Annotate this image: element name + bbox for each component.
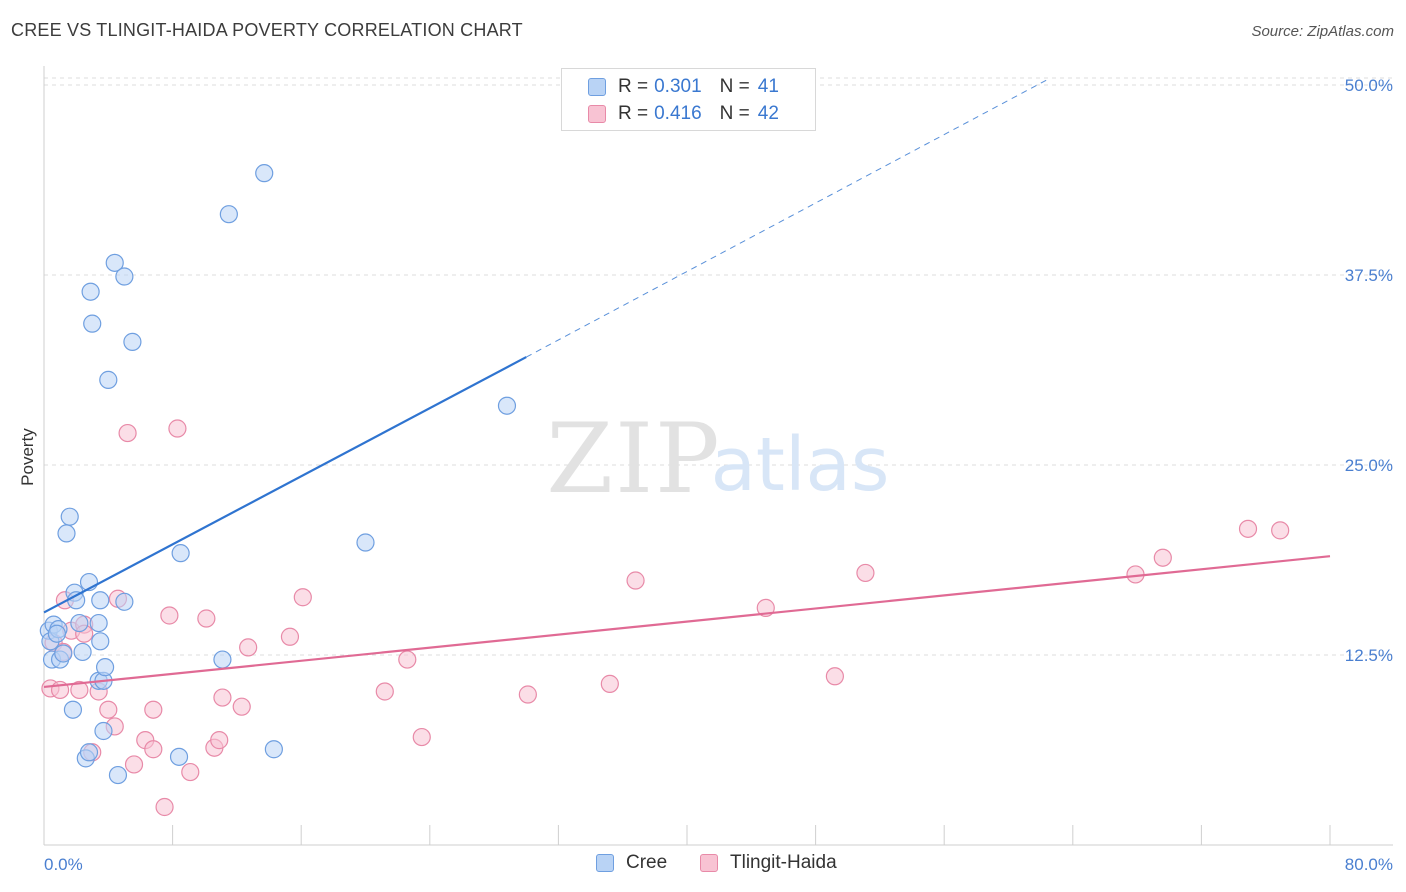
legend-row-cree: R = 0.301 N = 41	[588, 75, 779, 99]
cree-point	[356, 533, 375, 552]
tlingit-haida-point	[239, 638, 258, 657]
legend-item-cree[interactable]: Cree	[596, 852, 667, 874]
legend-n-label: N =	[719, 76, 750, 97]
tlingit-haida-point	[375, 682, 394, 701]
tlingit-haida-point	[155, 797, 174, 817]
tlingit-haida-point	[280, 627, 300, 646]
tlingit-haida-point	[99, 700, 118, 719]
tlingit-haida-point	[825, 667, 844, 686]
tlingit-haida-point	[144, 740, 163, 759]
trend-layer	[43, 78, 1331, 689]
legend-item-label: Cree	[626, 852, 668, 873]
tlingit-haida-point	[181, 762, 200, 782]
cree-point	[264, 740, 283, 759]
y-tick-label: 25.0%	[1345, 456, 1393, 475]
tlingit-haida-point	[600, 674, 619, 693]
tlingit-haida-point	[1153, 548, 1172, 567]
tlingit-haida-legend-swatch	[700, 854, 718, 872]
cree-point	[497, 396, 517, 415]
chart-title: CREE VS TLINGIT-HAIDA POVERTY CORRELATIO…	[11, 20, 523, 40]
y-tick-label: 37.5%	[1345, 266, 1393, 285]
tlingit-haida-point	[197, 609, 216, 628]
tlingit-haida-trend-line	[43, 555, 1331, 689]
source-label: Source: ZipAtlas.com	[1251, 23, 1394, 40]
watermark-atlas: atlas	[711, 422, 890, 508]
cree-point	[115, 592, 134, 611]
cree-point	[73, 642, 92, 662]
cree-point	[70, 613, 89, 633]
tlingit-haida-point	[412, 727, 431, 747]
cree-point	[60, 507, 79, 526]
cree-point	[169, 747, 189, 766]
cree-swatch	[588, 78, 606, 96]
legend-r-value: 0.301	[654, 76, 702, 97]
legend-item-tlingit-haida[interactable]: Tlingit-Haida	[700, 852, 837, 874]
x-tick-label-start: 0.0%	[44, 855, 83, 874]
cree-point	[79, 743, 99, 762]
cree-point	[123, 332, 142, 351]
tlingit-haida-point	[232, 697, 251, 716]
cree-point	[255, 164, 274, 183]
cree-point	[115, 267, 134, 286]
tlingit-haida-point	[1238, 519, 1258, 538]
cree-point	[95, 658, 115, 677]
x-tick-label-end: 80.0%	[1345, 855, 1393, 874]
cree-point	[54, 644, 73, 663]
legend-row-tlingit-haida: R = 0.416 N = 42	[588, 102, 779, 126]
tlingit-haida-point	[124, 755, 144, 774]
cree-point	[83, 314, 102, 333]
cree-point	[171, 544, 190, 563]
tlingit-haida-point	[518, 685, 537, 704]
tlingit-haida-point	[70, 680, 89, 700]
cree-point	[89, 613, 108, 633]
cree-legend-swatch	[596, 854, 614, 872]
cree-series	[39, 164, 517, 785]
tlingit-haida-point	[144, 700, 163, 719]
series-legend: Cree Tlingit-Haida	[0, 852, 1406, 876]
tlingit-haida-point	[1271, 521, 1290, 540]
grid-layer	[44, 77, 1393, 656]
y-tick-label: 50.0%	[1345, 76, 1393, 95]
cree-point	[219, 205, 238, 224]
legend-n-label: N =	[719, 103, 750, 124]
cree-point	[91, 591, 110, 610]
legend-r-value: 0.416	[654, 103, 702, 124]
legend-n-value: 41	[757, 76, 779, 97]
tlingit-haida-point	[160, 606, 179, 625]
cree-point	[57, 524, 76, 543]
y-axis-label: Poverty	[18, 428, 37, 486]
axis-layer: 12.5% 25.0% 37.5% 50.0%	[43, 66, 1393, 846]
tlingit-haida-point	[118, 423, 137, 443]
cree-point	[94, 721, 113, 741]
tlingit-haida-point	[626, 571, 645, 590]
cree-point	[213, 650, 232, 669]
legend-n-value: 42	[757, 103, 779, 124]
cree-point	[81, 282, 100, 301]
tlingit-haida-swatch	[588, 105, 606, 123]
legend-r-label: R =	[618, 76, 649, 97]
tlingit-haida-point	[293, 588, 312, 607]
watermark-zip: ZIP	[546, 403, 721, 515]
legend-item-label: Tlingit-Haida	[730, 852, 837, 873]
cree-point	[105, 253, 124, 272]
tlingit-haida-point	[856, 563, 875, 583]
tlingit-haida-point	[398, 650, 417, 669]
tlingit-haida-point	[210, 731, 229, 750]
legend-r-label: R =	[618, 103, 649, 124]
stats-legend: R = 0.301 N = 41 R = 0.416 N = 42	[561, 68, 816, 131]
cree-point	[99, 370, 118, 389]
cree-trend-line	[43, 356, 527, 614]
cree-point	[63, 700, 83, 719]
tlingit-haida-point	[213, 688, 232, 707]
cree-point	[47, 624, 66, 643]
y-tick-label: 12.5%	[1345, 646, 1393, 665]
tlingit-haida-point	[168, 419, 187, 438]
cree-point	[91, 632, 110, 651]
cree-point	[108, 765, 128, 785]
